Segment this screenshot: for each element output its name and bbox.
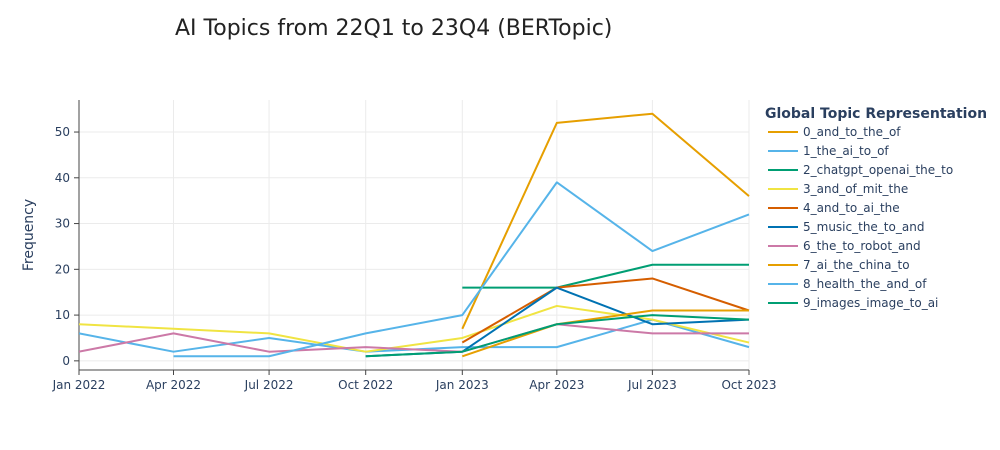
legend[interactable]: Global Topic Representation 0_and_to_the_…: [765, 106, 987, 310]
legend-item[interactable]: 4_and_to_ai_the: [768, 201, 900, 215]
y-tick-label: 0: [62, 354, 70, 368]
series-line-8[interactable]: [173, 181, 750, 358]
x-tick-label: Jul 2023: [627, 378, 677, 392]
legend-label: 6_the_to_robot_and: [803, 239, 921, 253]
axes: Jan 2022 Apr 2022 Jul 2022 Oct 2022 Jan 2023…: [21, 100, 777, 392]
legend-item[interactable]: 6_the_to_robot_and: [768, 239, 921, 253]
legend-item[interactable]: 5_music_the_to_and: [768, 220, 924, 234]
y-axis-title: Frequency: [21, 199, 37, 271]
legend-item[interactable]: 2_chatgpt_openai_the_to: [768, 163, 953, 177]
legend-label: 8_health_the_and_of: [803, 277, 927, 291]
series-line-4[interactable]: [461, 277, 750, 344]
legend-label: 5_music_the_to_and: [803, 220, 924, 234]
legend-label: 1_the_ai_to_of: [803, 144, 889, 158]
legend-label: 0_and_to_the_of: [803, 125, 901, 139]
legend-label: 3_and_of_mit_the: [803, 182, 908, 196]
legend-item[interactable]: 7_ai_the_china_to: [768, 258, 910, 272]
series-line-2[interactable]: [462, 263, 749, 289]
y-tick-label: 30: [55, 217, 70, 231]
x-tick-label: Apr 2023: [529, 378, 584, 392]
series-line-9[interactable]: [365, 314, 750, 358]
chart-title: AI Topics from 22Q1 to 23Q4 (BERTopic): [175, 16, 613, 41]
legend-label: 2_chatgpt_openai_the_to: [803, 163, 953, 177]
y-tick-label: 50: [55, 125, 70, 139]
series-layer: [79, 112, 750, 358]
x-tick-label: Apr 2022: [146, 378, 201, 392]
legend-item[interactable]: 0_and_to_the_of: [768, 125, 901, 139]
legend-item[interactable]: 9_images_image_to_ai: [768, 296, 938, 310]
legend-label: 9_images_image_to_ai: [803, 296, 938, 310]
legend-title: Global Topic Representation: [765, 106, 987, 122]
x-tick-label: Oct 2022: [338, 378, 393, 392]
x-tick-label: Jan 2023: [435, 378, 489, 392]
y-tick-label: 10: [55, 308, 70, 322]
y-tick-label: 20: [55, 262, 70, 276]
legend-label: 4_and_to_ai_the: [803, 201, 900, 215]
y-tick-label: 40: [55, 171, 70, 185]
series-line-6[interactable]: [79, 323, 749, 353]
series-line-7[interactable]: [461, 309, 749, 358]
series-line-3[interactable]: [79, 304, 750, 353]
x-tick-label: Oct 2023: [721, 378, 776, 392]
legend-label: 7_ai_the_china_to: [803, 258, 910, 272]
legend-item[interactable]: 8_health_the_and_of: [768, 277, 927, 291]
series-line-0[interactable]: [461, 112, 750, 330]
x-tick-label: Jan 2022: [52, 378, 106, 392]
x-tick-label: Jul 2022: [244, 378, 294, 392]
legend-item[interactable]: 1_the_ai_to_of: [768, 144, 889, 158]
legend-item[interactable]: 3_and_of_mit_the: [768, 182, 908, 196]
